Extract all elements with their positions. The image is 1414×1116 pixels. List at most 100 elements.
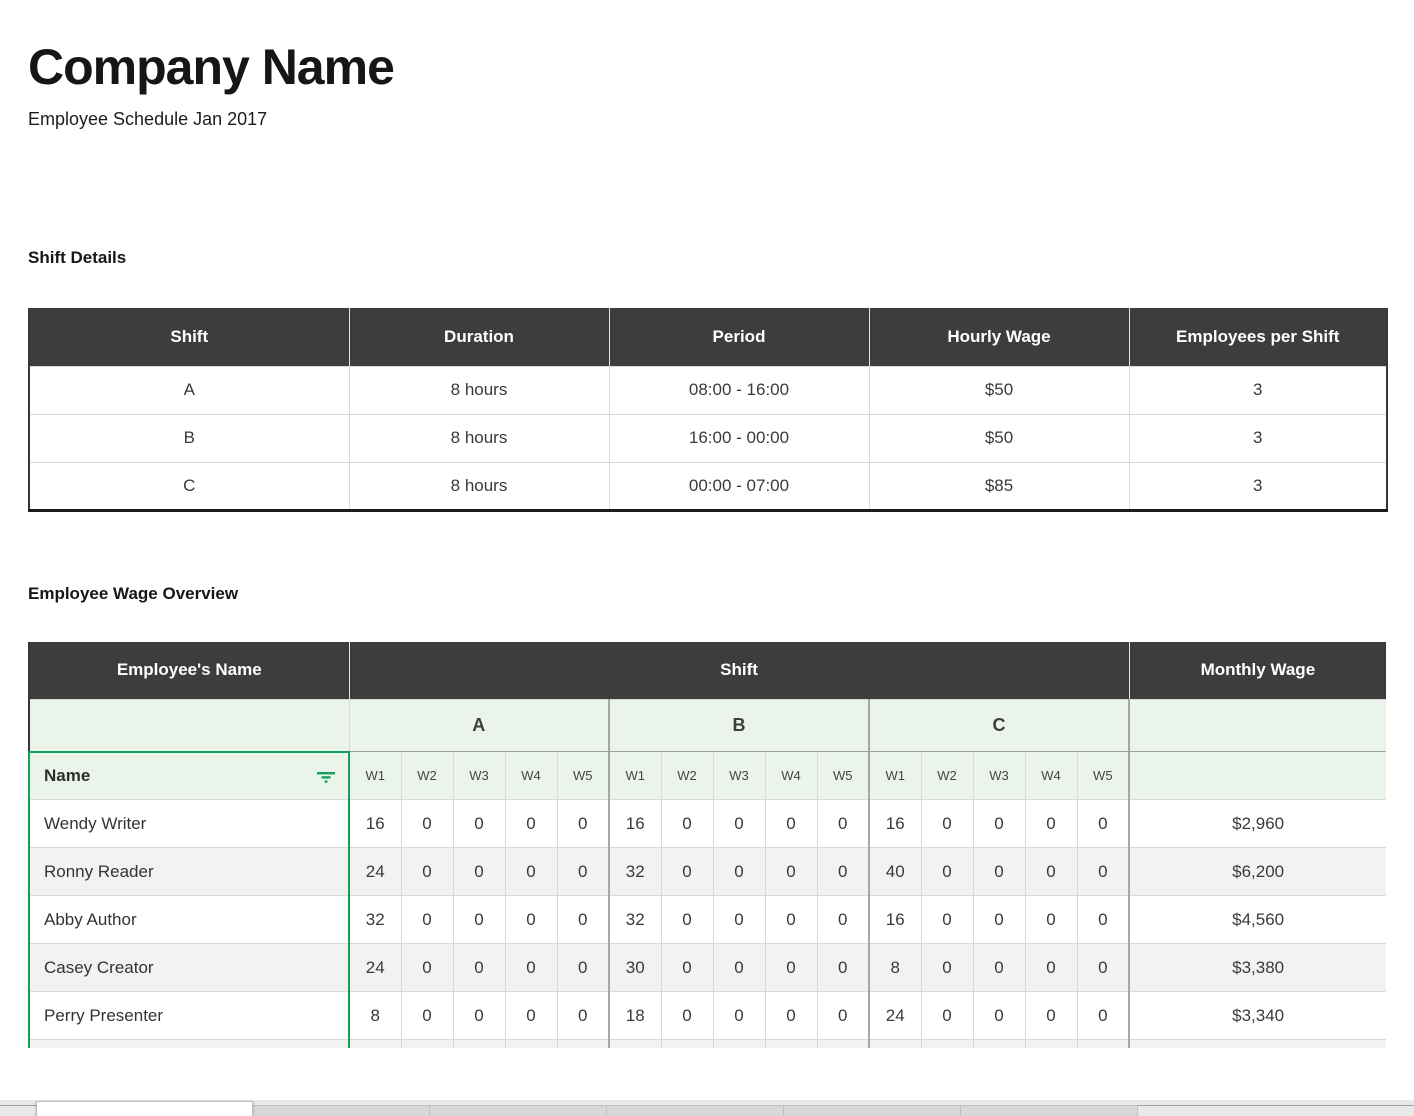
week-label-cell[interactable]: W2	[920, 751, 974, 800]
value-cell[interactable]: 0	[400, 943, 454, 992]
value-cell[interactable]: 0	[712, 991, 766, 1040]
monthly-wage-cell[interactable]: $4,560	[1128, 895, 1386, 944]
value-cell[interactable]: 0	[920, 847, 974, 896]
value-cell[interactable]: 0	[1024, 847, 1078, 896]
value-cell[interactable]: 0	[764, 895, 818, 944]
value-cell[interactable]: 0	[972, 943, 1026, 992]
value-cell[interactable]: 0	[712, 847, 766, 896]
value-cell[interactable]	[920, 1039, 974, 1048]
value-cell[interactable]: 0	[400, 799, 454, 848]
value-cell[interactable]: 18	[608, 991, 662, 1040]
value-cell[interactable]: 0	[504, 943, 558, 992]
monthly-wage-cell[interactable]: $2,960	[1128, 799, 1386, 848]
value-cell[interactable]: 0	[920, 799, 974, 848]
value-cell[interactable]: 0	[452, 895, 506, 944]
empty-cell[interactable]	[1128, 699, 1386, 752]
value-cell[interactable]	[400, 1039, 454, 1048]
value-cell[interactable]: 0	[556, 991, 610, 1040]
value-cell[interactable]: 0	[660, 991, 714, 1040]
employees-cell[interactable]: 3	[1128, 413, 1388, 463]
value-cell[interactable]: 0	[504, 991, 558, 1040]
employee-name-cell[interactable]: Ronny Reader	[28, 847, 350, 896]
duration-cell[interactable]: 8 hours	[348, 365, 610, 415]
period-cell[interactable]: 16:00 - 00:00	[608, 413, 870, 463]
value-cell[interactable]: 24	[348, 943, 402, 992]
value-cell[interactable]: 0	[1024, 991, 1078, 1040]
period-cell[interactable]: 00:00 - 07:00	[608, 461, 870, 511]
value-cell[interactable]: 0	[816, 895, 870, 944]
value-cell[interactable]: 0	[920, 943, 974, 992]
shift-cell[interactable]: B	[28, 413, 350, 463]
group-header-b[interactable]: B	[608, 699, 870, 752]
employee-name-cell[interactable]: Casey Creator	[28, 943, 350, 992]
value-cell[interactable]	[1076, 1039, 1130, 1048]
value-cell[interactable]: 0	[764, 991, 818, 1040]
value-cell[interactable]: 0	[972, 847, 1026, 896]
value-cell[interactable]: 0	[712, 943, 766, 992]
name-filter-cell[interactable]: Name	[28, 750, 350, 800]
tab-week-1-shifts[interactable]: Week 1 Shifts ▾	[253, 1105, 430, 1116]
week-label-cell[interactable]: W1	[348, 751, 402, 800]
value-cell[interactable]	[504, 1039, 558, 1048]
value-cell[interactable]: 0	[1076, 895, 1130, 944]
value-cell[interactable]: 0	[764, 847, 818, 896]
group-header-a[interactable]: A	[348, 699, 610, 752]
value-cell[interactable]: 0	[972, 991, 1026, 1040]
week-label-cell[interactable]: W4	[504, 751, 558, 800]
value-cell[interactable]: 0	[660, 943, 714, 992]
week-label-cell[interactable]: W2	[400, 751, 454, 800]
col-header-duration[interactable]: Duration	[349, 308, 610, 366]
week-label-cell[interactable]: W4	[764, 751, 818, 800]
value-cell[interactable]: 0	[764, 943, 818, 992]
empty-cell[interactable]	[1128, 751, 1386, 800]
value-cell[interactable]: 0	[1076, 847, 1130, 896]
value-cell[interactable]: 0	[1024, 943, 1078, 992]
value-cell[interactable]: 0	[1024, 895, 1078, 944]
week-label-cell[interactable]: W3	[972, 751, 1026, 800]
value-cell[interactable]	[1024, 1039, 1078, 1048]
week-label-cell[interactable]: W3	[712, 751, 766, 800]
monthly-wage-cell[interactable]	[1128, 1039, 1386, 1048]
week-label-cell[interactable]: W1	[608, 751, 662, 800]
value-cell[interactable]	[868, 1039, 922, 1048]
employee-name-cell[interactable]: Wendy Writer	[28, 799, 350, 848]
employee-name-cell[interactable]	[28, 1039, 350, 1048]
value-cell[interactable]: 0	[920, 991, 974, 1040]
tab-week-3-shifts[interactable]: Week 3 Shifts ▾	[607, 1105, 784, 1116]
value-cell[interactable]	[660, 1039, 714, 1048]
value-cell[interactable]: 32	[608, 895, 662, 944]
value-cell[interactable]: 0	[972, 895, 1026, 944]
filter-icon[interactable]	[316, 768, 336, 784]
value-cell[interactable]: 0	[660, 895, 714, 944]
value-cell[interactable]: 0	[452, 991, 506, 1040]
value-cell[interactable]: 0	[660, 847, 714, 896]
hourly-wage-cell[interactable]: $50	[868, 365, 1130, 415]
col-header-employees-per-shift[interactable]: Employees per Shift	[1129, 308, 1388, 366]
value-cell[interactable]: 40	[868, 847, 922, 896]
value-cell[interactable]: 0	[660, 799, 714, 848]
value-cell[interactable]	[556, 1039, 610, 1048]
week-label-cell[interactable]: W2	[660, 751, 714, 800]
value-cell[interactable]: 16	[868, 895, 922, 944]
value-cell[interactable]: 0	[504, 847, 558, 896]
monthly-wage-cell[interactable]: $3,380	[1128, 943, 1386, 992]
value-cell[interactable]: 0	[972, 799, 1026, 848]
value-cell[interactable]: 0	[452, 799, 506, 848]
monthly-wage-cell[interactable]: $3,340	[1128, 991, 1386, 1040]
hourly-wage-cell[interactable]: $50	[868, 413, 1130, 463]
value-cell[interactable]: 0	[920, 895, 974, 944]
value-cell[interactable]: 0	[1076, 799, 1130, 848]
value-cell[interactable]: 0	[452, 847, 506, 896]
week-label-cell[interactable]: W5	[556, 751, 610, 800]
value-cell[interactable]: 0	[816, 847, 870, 896]
col-header-employee-name[interactable]: Employee's Name	[29, 641, 350, 700]
col-header-monthly-wage[interactable]: Monthly Wage	[1129, 641, 1386, 700]
duration-cell[interactable]: 8 hours	[348, 461, 610, 511]
value-cell[interactable]	[348, 1039, 402, 1048]
value-cell[interactable]: 16	[608, 799, 662, 848]
week-label-cell[interactable]: W5	[1076, 751, 1130, 800]
hourly-wage-cell[interactable]: $85	[868, 461, 1130, 511]
value-cell[interactable]	[608, 1039, 662, 1048]
group-header-c[interactable]: C	[867, 699, 1130, 752]
value-cell[interactable]: 0	[816, 943, 870, 992]
